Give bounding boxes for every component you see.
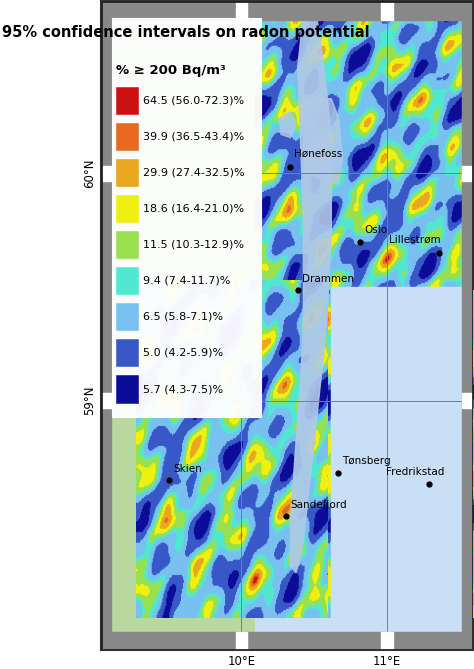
- Text: Sandefjord: Sandefjord: [291, 500, 347, 510]
- Bar: [101, 393, 111, 408]
- Text: Lillestrøm: Lillestrøm: [389, 235, 440, 245]
- Text: 95% confidence intervals on radon potential: 95% confidence intervals on radon potent…: [2, 25, 370, 40]
- Text: 11.5 (10.3-12.9)%: 11.5 (10.3-12.9)%: [144, 240, 245, 250]
- Text: Fredrikstad: Fredrikstad: [386, 467, 444, 477]
- Polygon shape: [279, 112, 296, 138]
- Polygon shape: [303, 99, 342, 183]
- Bar: [100, 1, 473, 19]
- Text: 18.6 (16.4-21.0)%: 18.6 (16.4-21.0)%: [144, 204, 245, 213]
- Text: 6.5 (5.8-7.1)%: 6.5 (5.8-7.1)%: [144, 312, 223, 322]
- Text: 29.9 (27.4-32.5)%: 29.9 (27.4-32.5)%: [144, 168, 245, 178]
- Bar: [255, 14, 467, 631]
- Polygon shape: [291, 14, 331, 573]
- Bar: [116, 123, 138, 150]
- Bar: [331, 287, 467, 631]
- Text: Hønefoss: Hønefoss: [294, 149, 342, 159]
- Bar: [112, 17, 261, 417]
- Text: 5.0 (4.2-5.9)%: 5.0 (4.2-5.9)%: [144, 348, 224, 358]
- Bar: [116, 339, 138, 367]
- Text: 39.9 (36.5-43.4)%: 39.9 (36.5-43.4)%: [144, 132, 245, 142]
- Bar: [116, 231, 138, 258]
- Bar: [116, 303, 138, 330]
- Bar: [462, 1, 473, 650]
- Bar: [101, 166, 111, 181]
- Bar: [236, 2, 247, 19]
- Text: 64.5 (56.0-72.3)%: 64.5 (56.0-72.3)%: [144, 96, 245, 106]
- Bar: [116, 87, 138, 114]
- Text: Oslo: Oslo: [365, 225, 388, 235]
- Bar: [116, 268, 138, 294]
- Bar: [100, 632, 473, 650]
- Bar: [462, 393, 472, 408]
- Text: Drammen: Drammen: [302, 274, 354, 284]
- Text: 9.4 (7.4-11.7)%: 9.4 (7.4-11.7)%: [144, 276, 231, 286]
- Text: Tønsberg: Tønsberg: [342, 456, 391, 466]
- Text: % ≥ 200 Bq/m³: % ≥ 200 Bq/m³: [116, 64, 225, 78]
- Bar: [382, 632, 392, 650]
- Bar: [116, 195, 138, 222]
- Bar: [236, 632, 247, 650]
- Bar: [462, 166, 472, 181]
- Bar: [100, 1, 111, 650]
- Text: Skien: Skien: [173, 464, 202, 474]
- Bar: [116, 159, 138, 186]
- Bar: [116, 375, 138, 403]
- Text: 5.7 (4.3-7.5)%: 5.7 (4.3-7.5)%: [144, 384, 224, 394]
- Bar: [382, 2, 392, 19]
